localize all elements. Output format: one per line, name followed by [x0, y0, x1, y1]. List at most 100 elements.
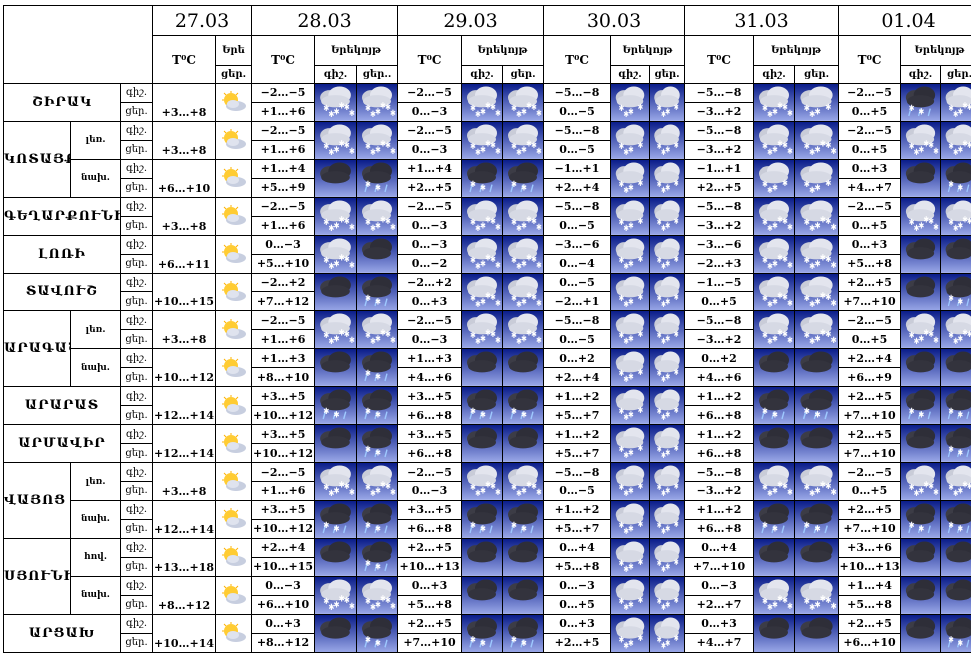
day-temp: +10…+15 — [152, 272, 217, 312]
heavy-snow-icon: ✱✱✱✱✱✱ — [314, 83, 358, 122]
dark-cloud-icon — [900, 575, 942, 615]
svg-text:✱: ✱ — [365, 634, 371, 644]
svg-text:✱: ✱ — [628, 259, 634, 269]
svg-text:✱: ✱ — [333, 524, 339, 534]
svg-text:✱: ✱ — [323, 217, 329, 227]
night-temp: 0…+3 — [838, 158, 902, 179]
svg-text:✱: ✱ — [370, 489, 376, 499]
svg-text:✱: ✱ — [665, 638, 670, 649]
night-temp: −5…−8 — [684, 83, 755, 103]
svg-text:✱: ✱ — [948, 520, 954, 530]
svg-text:✱: ✱ — [919, 334, 925, 344]
svg-text:✱: ✱ — [820, 479, 827, 490]
svg-text:✱: ✱ — [333, 335, 339, 345]
svg-text:✱: ✱ — [380, 480, 386, 490]
svg-text:✱: ✱ — [623, 147, 629, 157]
sun-cloud-icon — [215, 537, 253, 577]
svg-text:✱: ✱ — [948, 217, 954, 227]
heavy-snow-icon: ✱✱✱✱✱✱ — [940, 83, 971, 122]
heavy-snow-icon: ✱✱✱✱✱✱ — [940, 462, 971, 501]
svg-text:✱: ✱ — [323, 331, 329, 341]
day-label: ցեր. — [119, 556, 154, 577]
dark-cloud-icon — [502, 348, 545, 388]
day-subheader: ցեր. — [649, 65, 686, 84]
day-temp: 0…−5 — [543, 481, 612, 501]
svg-text:✱: ✱ — [339, 101, 345, 111]
night-temp: +1…+4 — [251, 158, 316, 179]
region-name: ԱՐՄԱՎԻՐ — [3, 424, 121, 464]
svg-text:✱: ✱ — [787, 260, 793, 270]
svg-text:✱: ✱ — [772, 183, 778, 193]
conditions-header: Երեկոյթ — [461, 35, 545, 66]
svg-text:✱: ✱ — [380, 139, 386, 149]
dark-cloud-icon — [940, 348, 971, 388]
night-temp: +1…+2 — [543, 424, 612, 445]
night-temp: −1…+1 — [684, 158, 755, 179]
svg-text:✱: ✱ — [777, 328, 783, 338]
conditions-header: Երեկոյթ — [314, 35, 399, 66]
day-temp: +6…+8 — [684, 405, 755, 426]
svg-text:✱: ✱ — [495, 146, 501, 156]
svg-text:✱: ✱ — [516, 489, 522, 499]
svg-text:✱: ✱ — [661, 640, 666, 651]
svg-text:✱: ✱ — [953, 147, 959, 157]
svg-text:✱: ✱ — [638, 405, 644, 415]
svg-text:✱: ✱ — [623, 413, 629, 423]
snow-cloud-icon: ✱ ✱ ✱ ✱ — [794, 83, 840, 122]
svg-text:✱: ✱ — [958, 296, 964, 306]
svg-text:✱: ✱ — [674, 102, 679, 112]
svg-text:✱: ✱ — [490, 254, 496, 264]
svg-text:✱: ✱ — [323, 255, 329, 265]
night-temp: −5…−8 — [684, 462, 755, 483]
night-label: գիշ. — [119, 120, 154, 141]
region-name: ԳԵՂԱՐՔՈՒՆԻՔ — [3, 196, 121, 236]
svg-text:✱: ✱ — [475, 223, 481, 233]
night-label: գիշ. — [119, 158, 154, 179]
heavy-snow-icon: ✱✱✱✱✱✱ — [461, 120, 504, 160]
night-temp: +1…+2 — [684, 386, 755, 407]
night-temp: +1…+4 — [397, 158, 463, 179]
svg-text:✱: ✱ — [628, 296, 634, 306]
svg-text:✱: ✱ — [782, 102, 788, 112]
svg-text:✱: ✱ — [674, 178, 679, 188]
night-temp: +2…+5 — [397, 613, 463, 634]
svg-text:✱: ✱ — [619, 520, 625, 530]
day-label: ցեր. — [119, 291, 154, 312]
table-row: ԱՐԱԳԱԾՈՏՆլեռ.գիշ.+3…+8−2…−5✱✱✱✱✱✱✱✱✱✱✱✱−… — [3, 310, 971, 388]
day-temp: 0…+3 — [397, 291, 463, 312]
snow-cloud-icon: ✱ ✱ ✱ ✱ — [794, 158, 840, 198]
day-temp: +5…+8 — [838, 253, 902, 274]
day-label: ցեր. — [119, 405, 154, 426]
svg-text:✱: ✱ — [485, 480, 491, 490]
svg-text:✱: ✱ — [385, 102, 391, 112]
svg-text:✱: ✱ — [619, 103, 625, 113]
night-label: գիշ. — [119, 310, 154, 331]
night-label: գիշ. — [119, 83, 154, 103]
svg-text:✱: ✱ — [390, 601, 396, 611]
svg-text:✱: ✱ — [772, 259, 778, 269]
svg-text:✱: ✱ — [628, 448, 634, 458]
rain-snow-icon: ✱ ✱ — [356, 348, 399, 388]
subregion-name: նախ. — [70, 575, 121, 615]
svg-text:✱: ✱ — [531, 216, 537, 226]
night-temp: −2…−5 — [838, 196, 902, 217]
day-temp: +6…+11 — [152, 234, 217, 274]
day-temp: +10…+12 — [251, 443, 316, 464]
svg-text:✱: ✱ — [480, 524, 486, 534]
svg-text:✱: ✱ — [948, 444, 954, 454]
rain-snow-icon: ✱ ✱ — [940, 386, 971, 426]
svg-text:✱: ✱ — [365, 179, 371, 189]
svg-text:✱: ✱ — [390, 336, 396, 346]
night-temp: +3…+5 — [251, 386, 316, 407]
svg-text:✱: ✱ — [909, 520, 915, 530]
svg-text:✱: ✱ — [661, 223, 666, 233]
svg-text:✱: ✱ — [536, 222, 542, 232]
heavy-snow-icon: ✱✱✱✱✱✱ — [356, 83, 399, 122]
svg-text:✱: ✱ — [328, 337, 334, 347]
night-subheader: գիշ. — [753, 65, 796, 84]
svg-text:✱: ✱ — [531, 330, 537, 340]
night-subheader: գիշ. — [610, 65, 651, 84]
svg-text:✱: ✱ — [470, 482, 476, 492]
svg-text:✱: ✱ — [909, 407, 915, 417]
day-temp: +5…+8 — [543, 556, 612, 577]
